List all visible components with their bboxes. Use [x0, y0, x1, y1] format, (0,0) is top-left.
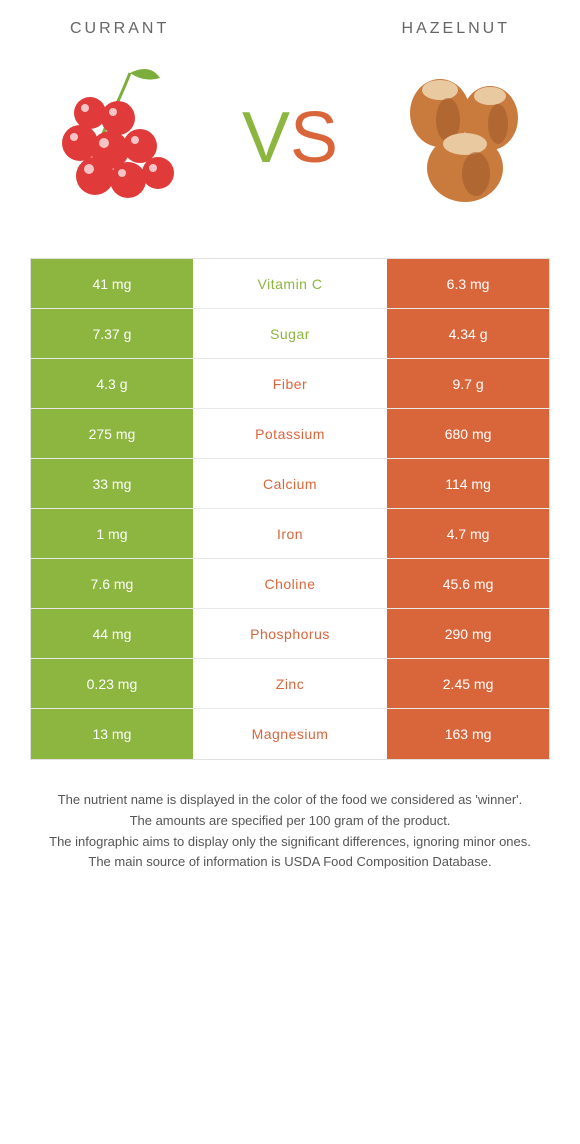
nutrient-label: Potassium	[193, 409, 387, 458]
table-row: 13 mgMagnesium163 mg	[31, 709, 549, 759]
nutrient-label: Sugar	[193, 309, 387, 358]
right-value: 4.34 g	[387, 309, 549, 358]
hero-row: VS	[30, 58, 550, 218]
nutrient-table: 41 mgVitamin C6.3 mg7.37 gSugar4.34 g4.3…	[30, 258, 550, 760]
left-food-title: Currant	[70, 20, 169, 38]
left-value: 41 mg	[31, 259, 193, 308]
left-value: 33 mg	[31, 459, 193, 508]
left-value: 7.6 mg	[31, 559, 193, 608]
table-row: 41 mgVitamin C6.3 mg	[31, 259, 549, 309]
nutrient-label: Iron	[193, 509, 387, 558]
nutrient-label: Phosphorus	[193, 609, 387, 658]
right-value: 2.45 mg	[387, 659, 549, 708]
footer-line: The amounts are specified per 100 gram o…	[40, 811, 540, 832]
vs-v: V	[242, 98, 290, 178]
table-row: 275 mgPotassium680 mg	[31, 409, 549, 459]
currant-image	[40, 58, 200, 218]
right-value: 680 mg	[387, 409, 549, 458]
title-bar: Currant Hazelnut	[30, 20, 550, 38]
table-row: 44 mgPhosphorus290 mg	[31, 609, 549, 659]
footer-notes: The nutrient name is displayed in the co…	[30, 790, 550, 873]
left-value: 13 mg	[31, 709, 193, 759]
nutrient-label: Calcium	[193, 459, 387, 508]
right-value: 290 mg	[387, 609, 549, 658]
left-value: 275 mg	[31, 409, 193, 458]
footer-line: The infographic aims to display only the…	[40, 832, 540, 853]
right-value: 4.7 mg	[387, 509, 549, 558]
left-value: 4.3 g	[31, 359, 193, 408]
right-value: 45.6 mg	[387, 559, 549, 608]
right-value: 114 mg	[387, 459, 549, 508]
left-value: 1 mg	[31, 509, 193, 558]
left-value: 44 mg	[31, 609, 193, 658]
nutrient-label: Zinc	[193, 659, 387, 708]
nutrient-label: Choline	[193, 559, 387, 608]
vs-s: S	[290, 98, 338, 178]
table-row: 1 mgIron4.7 mg	[31, 509, 549, 559]
nutrient-label: Fiber	[193, 359, 387, 408]
right-value: 163 mg	[387, 709, 549, 759]
table-row: 7.6 mgCholine45.6 mg	[31, 559, 549, 609]
vs-label: VS	[242, 97, 338, 179]
nutrient-label: Magnesium	[193, 709, 387, 759]
right-food-title: Hazelnut	[402, 20, 510, 38]
nutrient-label: Vitamin C	[193, 259, 387, 308]
table-row: 7.37 gSugar4.34 g	[31, 309, 549, 359]
table-row: 33 mgCalcium114 mg	[31, 459, 549, 509]
table-row: 4.3 gFiber9.7 g	[31, 359, 549, 409]
right-value: 9.7 g	[387, 359, 549, 408]
right-value: 6.3 mg	[387, 259, 549, 308]
hazelnut-image	[380, 58, 540, 218]
footer-line: The nutrient name is displayed in the co…	[40, 790, 540, 811]
left-value: 0.23 mg	[31, 659, 193, 708]
table-row: 0.23 mgZinc2.45 mg	[31, 659, 549, 709]
left-value: 7.37 g	[31, 309, 193, 358]
footer-line: The main source of information is USDA F…	[40, 852, 540, 873]
